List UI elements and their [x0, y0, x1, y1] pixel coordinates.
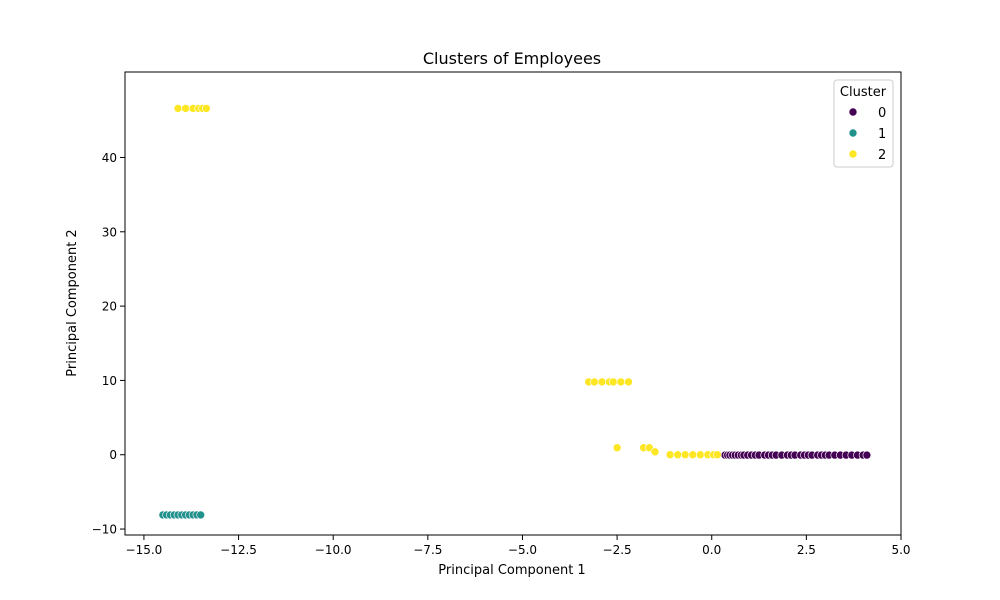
cluster-2-point	[202, 104, 211, 113]
x-axis-label: Principal Component 1	[438, 563, 585, 578]
cluster-2-point	[650, 447, 660, 457]
y-tick-label: 30	[102, 225, 117, 239]
cluster-2-point	[713, 450, 722, 460]
legend-label-2: 2	[878, 148, 886, 163]
cluster-0-point	[862, 450, 872, 460]
cluster-2-point	[696, 450, 705, 460]
cluster-2-point	[590, 377, 599, 387]
y-axis: −10 0 10 20 30 40	[92, 151, 125, 537]
y-tick-label: −10	[92, 523, 117, 537]
y-tick-label: 40	[102, 151, 117, 165]
x-tick-label: −15.0	[126, 543, 163, 557]
cluster-2-point	[181, 104, 190, 113]
y-tick-label: 20	[102, 300, 117, 314]
legend: Cluster 0 1 2	[833, 79, 894, 168]
x-tick-label: 5.0	[891, 543, 910, 557]
x-tick-label: 0.0	[702, 543, 721, 557]
legend-label-1: 1	[878, 127, 886, 142]
legend-marker-2	[848, 149, 858, 159]
legend-marker-0	[848, 107, 858, 117]
cluster-2-point	[597, 377, 607, 387]
cluster-2-point	[680, 450, 690, 460]
cluster-2-point	[624, 377, 633, 387]
x-tick-label: −12.5	[220, 543, 257, 557]
cluster-2-point	[665, 450, 675, 460]
legend-label-0: 0	[878, 106, 886, 121]
data-points	[158, 104, 872, 520]
legend-title: Cluster	[840, 85, 887, 100]
cluster-1-point	[196, 510, 205, 520]
cluster-2-point	[688, 450, 698, 460]
y-tick-label: 10	[102, 374, 117, 388]
cluster-2-point	[173, 104, 183, 113]
x-axis: −15.0 −12.5 −10.0 −7.5 −5.0 −2.5 0.0 2.5 5.0	[126, 535, 911, 557]
x-tick-label: −2.5	[603, 543, 632, 557]
legend-marker-1	[848, 128, 858, 138]
cluster-2-point	[608, 377, 618, 387]
cluster-2-point	[616, 377, 626, 387]
axes-frame	[124, 71, 902, 536]
x-tick-label: −5.0	[508, 543, 537, 557]
y-axis-label: Principal Component 2	[65, 229, 80, 376]
cluster-2-point	[673, 450, 683, 460]
legend-box	[833, 79, 894, 168]
x-tick-label: −10.0	[315, 543, 352, 557]
plot-area	[124, 71, 902, 536]
x-tick-label: −7.5	[413, 543, 442, 557]
chart-title: Clusters of Employees	[423, 49, 601, 68]
x-tick-label: 2.5	[797, 543, 816, 557]
y-tick-label: 0	[109, 448, 117, 462]
cluster-2-point	[612, 443, 622, 453]
